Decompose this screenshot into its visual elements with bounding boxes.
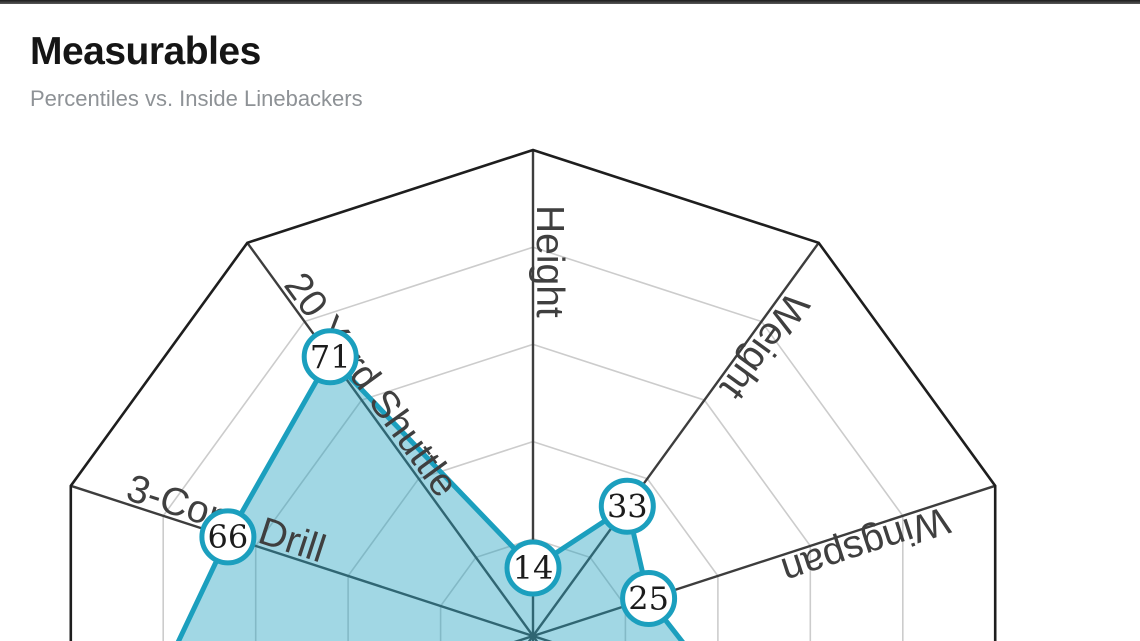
axis-spoke-wingspan (532, 484, 996, 638)
data-point-weight: 33 (598, 477, 656, 535)
page-subtitle: Percentiles vs. Inside Linebackers (30, 86, 363, 111)
grid-ring-60 (254, 343, 812, 641)
axis-label-weight: Weight (711, 284, 817, 407)
top-bar (0, 0, 1140, 4)
data-point-height: 14 (504, 539, 562, 597)
data-point-bubble (199, 508, 257, 566)
data-point-value: 66 (208, 518, 249, 556)
data-point-value: 25 (628, 580, 669, 618)
chart-outline (69, 148, 997, 641)
page-title: Measurables (30, 30, 261, 73)
data-point-value: 71 (310, 338, 351, 376)
data-point-20-yard-shuttle: 71 (301, 328, 359, 386)
data-point-wingspan: 25 (620, 570, 678, 627)
data-point-value: 14 (513, 549, 554, 587)
grid-ring-40 (347, 440, 719, 641)
data-point-bubble (598, 477, 656, 535)
axis-label-height: Height (528, 205, 571, 318)
axis-spoke-weight (532, 242, 820, 637)
grid-ring-80 (162, 246, 904, 641)
axis-label-wingspan: Wingspan (776, 498, 954, 592)
axis-spoke-3-cone-drill (70, 484, 534, 638)
data-point-value: 33 (607, 487, 648, 525)
data-point-bubble (620, 570, 678, 627)
data-point-3-cone-drill: 66 (199, 508, 257, 566)
data-point-bubble (301, 328, 359, 386)
axis-spoke-20-yard-shuttle (246, 242, 534, 637)
grid-ring-20 (439, 537, 627, 641)
data-point-bubble (504, 539, 562, 597)
